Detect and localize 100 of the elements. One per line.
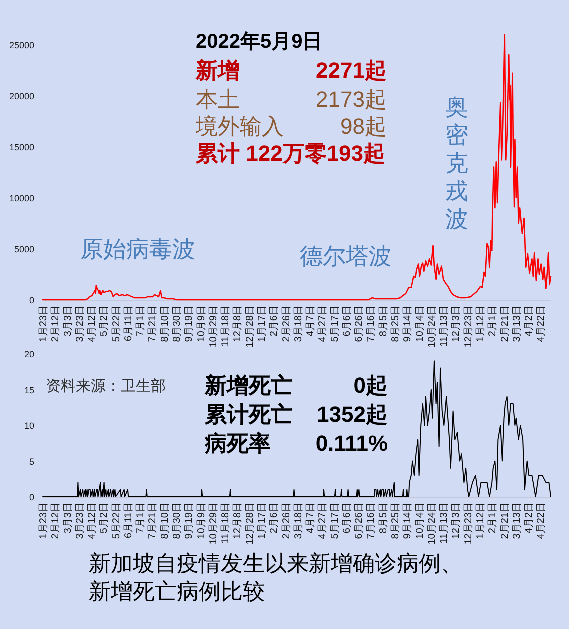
x-tick-label: 10月24日 (426, 306, 438, 348)
annotation: 新增 (195, 58, 240, 83)
x-tick-label: 7月21日 (148, 502, 159, 540)
x-tick-label: 4月27日 (318, 502, 329, 540)
x-tick-label: 1月17日 (256, 306, 268, 342)
x-tick-label: 12月23日 (463, 502, 474, 545)
x-tick-label: 4月7日 (306, 502, 317, 534)
annotation: 2022年5月9日 (196, 31, 323, 53)
x-tick-label: 4月27日 (318, 306, 329, 342)
y-tick-label: 20 (24, 350, 34, 360)
x-tick-label: 1月12日 (475, 502, 486, 540)
x-tick-label: 2月12日 (50, 306, 62, 342)
x-tick-label: 7月21日 (148, 306, 159, 342)
annotation: 2173起 (316, 87, 387, 112)
annotation: 0.111% (316, 431, 388, 456)
x-tick-label: 6月11日 (123, 502, 134, 538)
x-tick-label: 2月26日 (281, 502, 292, 540)
x-tick-label: 3月23日 (74, 306, 86, 342)
line-series (42, 34, 552, 301)
x-tick-label: 4月12日 (87, 502, 98, 540)
x-tick-label: 6月6日 (342, 502, 353, 534)
x-tick-label: 12月8日 (232, 306, 244, 342)
x-tick-label: 10月24日 (426, 502, 438, 545)
annotation: 德尔塔波 (300, 243, 392, 269)
x-tick-label: 2月6日 (269, 502, 280, 534)
x-tick-label: 4月22日 (536, 306, 548, 342)
y-tick-label: 0 (29, 296, 34, 306)
x-tick-label: 2月21日 (500, 502, 511, 540)
x-tick-label: 5月2日 (99, 306, 110, 337)
x-tick-label: 6月11日 (123, 306, 134, 342)
x-tick-label: 11月13日 (439, 502, 450, 544)
x-tick-label: 12月3日 (451, 502, 462, 540)
x-tick-label: 12月23日 (463, 306, 474, 348)
x-tick-label: 7月16日 (366, 306, 378, 342)
annotation: 新增死亡 (204, 373, 293, 398)
x-tick-label: 9月14日 (402, 306, 414, 342)
x-tick-label: 6月26日 (354, 306, 366, 342)
x-tick-label: 12月28日 (244, 502, 256, 545)
annotation: 累计 122万零193起 (195, 141, 386, 166)
x-tick-label: 10月29日 (208, 306, 220, 348)
x-tick-label: 8月5日 (378, 306, 390, 337)
x-tick-label: 11月18日 (220, 306, 232, 348)
annotation: 0起 (354, 373, 388, 398)
x-tick-label: 11月13日 (439, 306, 450, 348)
text: 新加坡自疫情发生以来新增确诊病例、新增死亡病例比较 (88, 551, 463, 604)
x-tick-label: 6月6日 (342, 306, 353, 337)
x-tick-label: 8月30日 (172, 306, 184, 342)
x-tick-label: 8月10日 (160, 502, 171, 540)
x-tick-label: 12月8日 (232, 502, 244, 540)
x-tick-label: 4月2日 (524, 502, 536, 534)
annotation: 原始病毒波 (80, 236, 196, 262)
annotation: 资料来源：卫生部 (46, 378, 166, 395)
x-tick-label: 2月12日 (50, 502, 62, 540)
x-tick-label: 4月22日 (536, 502, 548, 540)
y-tick-label: 25000 (9, 40, 34, 50)
x-tick-label: 1月23日 (38, 306, 50, 342)
x-tick-label: 3月3日 (62, 502, 74, 534)
x-tick-label: 5月2日 (99, 502, 110, 534)
x-tick-label: 10月4日 (414, 306, 426, 342)
x-tick-label: 2月26日 (281, 306, 292, 342)
x-tick-label: 4月12日 (87, 306, 98, 342)
x-tick-label: 6月26日 (354, 502, 366, 540)
x-tick-label: 5月17日 (330, 502, 341, 540)
x-tick-label: 10月9日 (196, 306, 208, 342)
x-tick-label: 3月13日 (512, 502, 523, 540)
x-tick-label: 8月10日 (160, 306, 171, 342)
x-tick-label: 7月16日 (366, 502, 378, 540)
x-tick-label: 2月1日 (488, 306, 499, 337)
x-tick-label: 12月28日 (244, 306, 256, 348)
annotation: 1352起 (317, 402, 388, 427)
x-tick-label: 4月2日 (524, 306, 536, 337)
annotation: 境外输入 (195, 114, 284, 139)
x-tick-label: 5月22日 (111, 502, 122, 540)
x-tick-label: 3月3日 (62, 306, 74, 337)
x-tick-label: 8月30日 (172, 502, 184, 540)
x-tick-label: 1月17日 (256, 502, 268, 540)
x-tick-label: 9月19日 (184, 502, 196, 540)
x-tick-label: 5月22日 (111, 306, 122, 342)
x-tick-label: 7月1日 (136, 502, 147, 534)
x-tick-label: 10月4日 (414, 502, 426, 540)
x-tick-label: 8月25日 (390, 502, 402, 540)
x-tick-label: 2月21日 (500, 306, 511, 342)
y-tick-label: 0 (29, 492, 34, 502)
annotation: 病死率 (204, 431, 271, 456)
line-series (42, 360, 552, 498)
annotation: 本土 (196, 87, 240, 112)
x-tick-label: 3月18日 (293, 306, 304, 342)
y-tick-label: 5000 (14, 244, 34, 254)
x-tick-label: 1月12日 (475, 306, 486, 342)
x-tick-label: 4月7日 (306, 306, 317, 337)
annotation: 奥密克戎波 (446, 94, 468, 232)
x-tick-label: 10月29日 (208, 502, 220, 545)
x-tick-label: 10月9日 (196, 502, 208, 540)
annotation: 98起 (340, 114, 387, 139)
y-tick-label: 10000 (9, 193, 34, 204)
annotation: 累计死亡 (204, 402, 293, 427)
y-tick-label: 5 (29, 456, 34, 467)
x-tick-label: 12月3日 (451, 306, 462, 342)
x-tick-label: 9月19日 (184, 306, 196, 342)
x-tick-label: 8月25日 (390, 306, 402, 342)
